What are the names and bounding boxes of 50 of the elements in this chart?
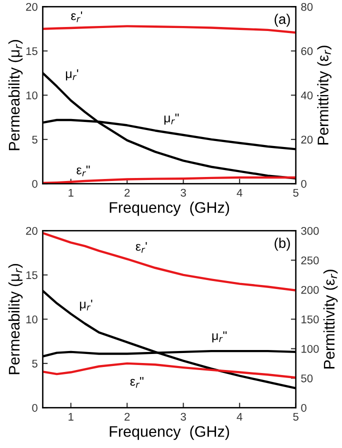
y2-tick-label: 100: [302, 344, 319, 353]
series-label: ε$_{r}$": [130, 377, 144, 388]
y-tick-label: 20: [26, 226, 38, 235]
x-tick-label: 4: [236, 412, 242, 421]
x-axis-title: Frequency (GHz): [110, 426, 230, 440]
y-tick-label: 10: [26, 315, 38, 324]
y2-tick-label: 0: [301, 180, 306, 188]
x-tick-label: 2: [124, 188, 130, 197]
x-tick-label: 4: [236, 188, 242, 197]
y-tick-label: 5: [32, 360, 38, 368]
y2-axis-title: Permittivity (ε$_{r}$): [323, 270, 338, 368]
x-axis-title: Frequency (GHz): [110, 202, 230, 216]
series-label: μ$_{r}$': [80, 300, 92, 311]
y-tick-label: 10: [26, 91, 38, 100]
series-label: μ$_{r}$': [66, 69, 78, 80]
x-tick-label: 3: [180, 188, 186, 197]
y-tick-label: 0: [32, 180, 38, 188]
series-label: μ$_{r}$": [212, 331, 227, 342]
annotation: (a): [274, 14, 290, 27]
series-label: ε$_{r}$": [76, 166, 90, 176]
x-tick-label: 2: [124, 412, 130, 421]
y2-tick-label: 300: [301, 226, 319, 235]
y-tick-label: 20: [26, 2, 38, 11]
series-label: ε$_{r}$': [136, 242, 147, 253]
y2-axis-title: Permittivity (ε$_{r}$): [317, 46, 332, 144]
series-label: ε$_{r}$': [71, 11, 82, 22]
y-tick-label: 5: [32, 136, 38, 144]
annotation: (b): [274, 238, 290, 251]
y2-tick-label: 0: [301, 404, 306, 412]
x-tick-label: 1: [68, 188, 74, 197]
line-series: [42, 362, 296, 379]
y2-tick-label: 40: [300, 91, 313, 100]
series-label: μ$_{r}$": [164, 114, 179, 125]
y2-tick-label: 60: [301, 47, 313, 56]
y2-tick-label: 50: [301, 374, 313, 382]
y-axis-title: Permeability (μ$_{r}$): [8, 264, 23, 374]
y2-tick-label: 250: [301, 256, 319, 264]
line-series: [42, 25, 296, 34]
y2-tick-label: 20: [301, 136, 313, 144]
x-tick-label: 1: [68, 412, 74, 421]
y2-tick-label: 150: [302, 315, 319, 324]
y-tick-label: 15: [26, 47, 38, 56]
x-tick-label: 5: [293, 412, 298, 421]
y-tick-label: 15: [26, 271, 38, 280]
x-tick-label: 5: [293, 188, 298, 197]
y-axis-title: Permeability (μ$_{r}$): [8, 40, 23, 150]
x-tick-label: 3: [180, 412, 186, 421]
y2-tick-label: 80: [301, 2, 313, 11]
y2-tick-label: 200: [301, 286, 319, 294]
y-tick-label: 0: [32, 404, 38, 412]
